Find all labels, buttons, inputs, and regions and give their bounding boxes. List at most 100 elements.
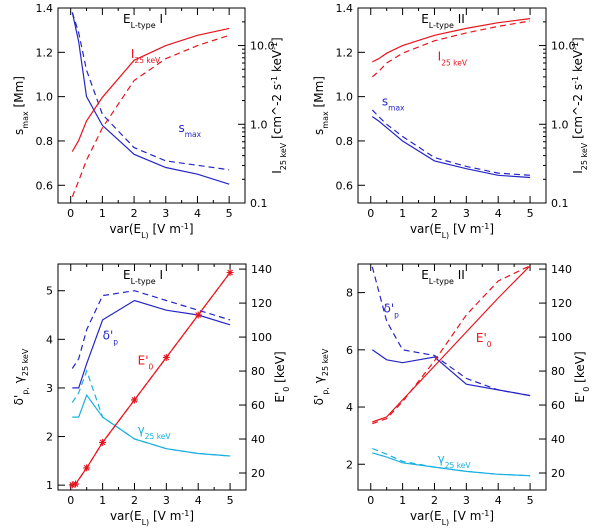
y-tick-label: 3 [46,382,53,395]
annotation-label: γ25 keV [438,452,472,470]
y2-tick-label: 140 [551,263,572,276]
plot-frame [357,263,547,491]
series-line [71,34,230,198]
x-tick-label: 3 [463,494,470,507]
y2-tick-label: 80 [551,365,565,378]
x-tick-label: 0 [67,494,74,507]
y-tick-label: 8 [346,287,353,300]
x-tick-label: 0 [367,207,374,220]
x-tick-label: 5 [227,494,234,507]
x-tick-label: 3 [163,494,170,507]
y-tick-label: 6 [346,344,353,357]
y2-tick-label: 140 [251,263,272,276]
x-tick-label: 1 [399,494,406,507]
panel-1: 0 1 2 3 4 5 0.6 0.8 1.0 1.2 1.4 0.1 1.0 10.0 var(EL) [… [12,2,288,240]
x-tick-label: 3 [162,207,169,220]
y-axis-label: smax [Mm] [312,76,330,135]
annotation-label: γ25 keV [138,423,172,441]
panel-2: 0 1 2 3 4 5 0.6 0.8 1.0 1.2 1.4 0.1 1.0 10.0 var(EL) [… [312,2,589,240]
x-tick-label: 4 [194,207,201,220]
plot-frame [57,263,247,491]
series-line [371,349,531,397]
y2-tick-label: 100 [251,331,272,344]
panel-4: 0 1 2 3 4 5 2 4 6 8 20 40 60 80 100 120 140 var(EL) [V m-… [312,263,591,526]
x-tick-label: 4 [495,494,502,507]
series-marker [130,396,138,404]
y-axis-label: smax [Mm] [12,76,30,135]
y2-tick-label: 20 [251,467,265,480]
x-tick-label: 1 [99,207,106,220]
y2-tick-label: 0.1 [551,197,569,210]
x-tick-label: 0 [67,207,74,220]
series-line [371,109,531,176]
x-axis-label: var(EL) [V m-1] [410,222,494,240]
x-tick-label: 2 [131,494,138,507]
y-tick-label: 1.0 [36,91,54,104]
y-tick-label: 0.8 [336,135,354,148]
series-marker [162,353,170,361]
y-axis-label: δ'p, γ25 keV [12,348,30,405]
panel-title: EL-type I [123,268,163,286]
series-line [71,12,230,171]
panel-title: EL-type I [123,12,163,30]
y2-tick-label: 40 [551,433,565,446]
y-tick-label: 2 [346,458,353,471]
x-tick-label: 4 [495,207,502,220]
annotation-label: δ'p [383,302,399,320]
x-tick-label: 1 [399,207,406,220]
x-axis-label: var(EL) [V m-1] [410,509,494,527]
y-tick-label: 0.6 [36,179,54,192]
y-tick-label: 0.6 [336,179,354,192]
series-line [372,265,531,423]
y2-tick-label: 120 [551,297,572,310]
y2-axis-label: I25 keV [cm^-2 s-1 keV-1] [270,37,288,173]
y2-tick-label: 120 [251,297,272,310]
y-tick-label: 1.4 [336,2,354,15]
y2-tick-label: 100 [551,331,572,344]
x-axis-label: var(EL) [V m-1] [109,222,193,240]
x-tick-label: 5 [527,494,534,507]
y2-tick-label: 0.1 [250,197,268,210]
series-line [371,20,531,78]
plot-frame [357,7,547,204]
x-tick-label: 2 [131,207,138,220]
y-axis-label: δ'p, γ25 keV [312,348,330,405]
annotation-label: smax [382,95,405,113]
series-line [72,393,231,457]
x-tick-label: 4 [195,494,202,507]
y-tick-label: 2 [46,431,53,444]
series-line [71,27,230,152]
y2-tick-label: 10.0 [551,40,576,53]
x-tick-label: 0 [367,494,374,507]
y2-tick-label: 40 [251,433,265,446]
annotation-label: I25 keV [438,49,468,66]
y2-tick-label: 60 [551,399,565,412]
y2-tick-label: 1.0 [250,118,268,131]
y-tick-label: 4 [46,333,53,346]
y2-tick-label: 10.0 [250,40,275,53]
y2-axis-label: E'0 [keV] [273,351,291,402]
y-tick-label: 1 [46,479,53,492]
x-tick-label: 3 [463,207,470,220]
panel-title: EL-type II [421,268,465,286]
y-tick-label: 5 [46,285,53,298]
series-line [71,12,230,185]
x-axis-label: var(EL) [V m-1] [110,509,194,527]
series-line [72,299,231,389]
y-tick-label: 1.4 [36,2,54,15]
y-tick-label: 0.8 [36,135,54,148]
series-line [71,369,231,457]
panel-3: 0 1 2 3 4 5 1 2 3 4 5 20 40 60 80 100 120 140 var(EL) [V m… [12,263,291,526]
y-tick-label: 1.0 [336,91,354,104]
y2-tick-label: 1.0 [551,118,569,131]
y-tick-label: 4 [346,401,353,414]
x-tick-label: 5 [527,207,534,220]
x-tick-label: 1 [99,494,106,507]
series-line [371,266,531,397]
annotation-label: δ'p [103,328,119,346]
series-line [372,18,531,63]
x-tick-label: 2 [431,494,438,507]
annotation-label: I25 keV [131,47,161,65]
series-line [71,290,231,369]
